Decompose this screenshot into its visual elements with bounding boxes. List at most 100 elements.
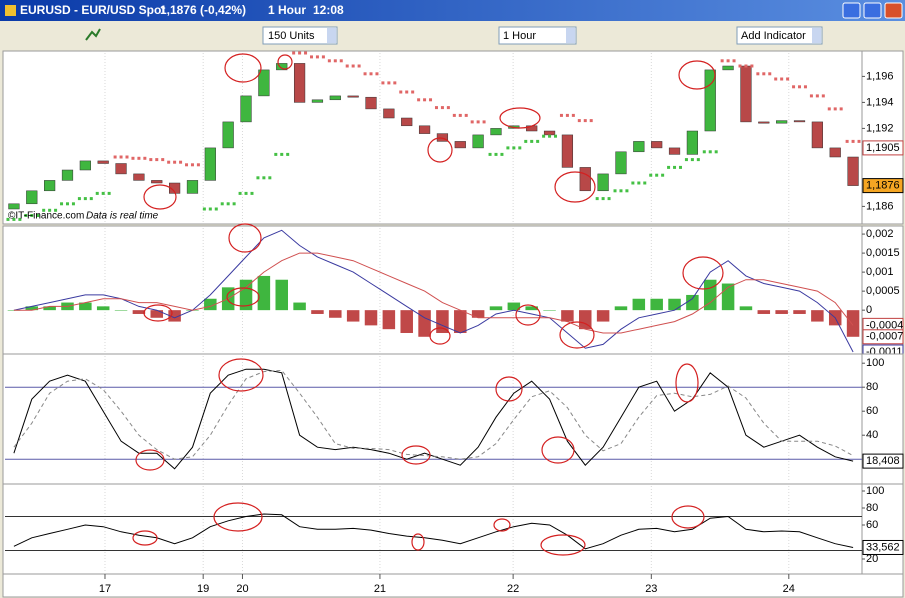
indicator-line [13, 513, 854, 550]
sar-dot [399, 90, 403, 94]
histogram-bar [668, 298, 681, 311]
sar-dot [732, 59, 736, 63]
watermark-source: ©IT-Finance.com [8, 211, 84, 222]
draw-tool-icon[interactable] [85, 28, 101, 41]
toolbar: 150 Units 1 Hour Add Indicator [0, 21, 905, 48]
histogram-bar [596, 310, 610, 322]
sar-dot [809, 94, 813, 98]
value-marker [862, 539, 904, 555]
circle-mark [143, 184, 177, 210]
y-tick-label: 100 [866, 485, 884, 497]
candle [115, 163, 127, 175]
histogram-bar [846, 310, 860, 337]
x-tick-label: 17 [99, 583, 111, 595]
plots: 1,196 1,194 1,192 1,186 1,1905 1,1876 0,002 0,0… [2, 50, 904, 598]
minimize-button[interactable] [842, 2, 861, 19]
circle-mark [493, 518, 511, 532]
sar-dot [500, 152, 504, 156]
histogram-bar [168, 310, 181, 322]
sar-dot [583, 119, 587, 123]
sar-dot [89, 197, 93, 201]
y-tick-label: 1,196 [866, 70, 894, 82]
candle [847, 156, 859, 186]
watermark-note: Data is real time [86, 211, 159, 222]
value-marker-label: 33,562 [866, 541, 900, 553]
sar-dot [226, 202, 230, 206]
sar-dot [244, 191, 248, 195]
candle [258, 69, 270, 97]
maximize-button[interactable] [863, 2, 882, 19]
candle [472, 134, 484, 149]
indicator-line [13, 252, 854, 334]
sar-dot [393, 81, 397, 85]
sar-dot [190, 163, 194, 167]
sar-dot [54, 208, 58, 212]
sar-dot [214, 207, 218, 211]
value-marker [862, 140, 904, 156]
y-tick-label: 60 [866, 519, 878, 531]
sar-dot [458, 113, 462, 117]
histogram-bar [293, 302, 306, 311]
sar-dot [506, 146, 510, 150]
circle-mark [495, 376, 523, 402]
sar-dot [714, 150, 718, 154]
interval-select-text: 1 Hour [503, 30, 536, 42]
window-time: 12:08 [313, 3, 344, 17]
histogram-bar [239, 279, 253, 311]
sar-dot [857, 139, 861, 143]
sar-dot [65, 202, 69, 206]
histogram-bar [793, 310, 806, 314]
candle [8, 203, 20, 210]
sar-dot [250, 191, 254, 195]
sar-dot [369, 72, 373, 76]
candle [401, 117, 413, 127]
units-arrow[interactable] [327, 28, 336, 43]
sar-dot [309, 55, 313, 59]
histogram-bar [257, 275, 271, 311]
close-button[interactable] [884, 2, 903, 19]
sar-dot [411, 90, 415, 94]
sar-dot [137, 156, 141, 160]
circle-mark [427, 137, 453, 163]
histogram-bar [114, 310, 128, 311]
circle-mark [682, 256, 724, 290]
histogram-bar [329, 310, 342, 318]
sar-dot [690, 158, 694, 162]
histogram-bar [454, 310, 467, 333]
sar-dot [720, 59, 724, 63]
indicator-select[interactable] [736, 26, 823, 45]
sar-dot [304, 51, 308, 55]
histogram-bar [489, 306, 503, 311]
sar-dot [446, 106, 450, 110]
candle [418, 125, 431, 134]
sar-dot [815, 94, 819, 98]
sar-dot [792, 85, 796, 89]
sar-dot [571, 113, 575, 117]
candle [793, 120, 806, 123]
histogram-bar [400, 310, 413, 333]
annotations [132, 53, 724, 556]
circle-mark [671, 505, 705, 529]
sar-dot [220, 202, 224, 206]
sar-dot [143, 156, 147, 160]
sar-dot [77, 197, 81, 201]
circle-mark [554, 171, 596, 203]
sar-dot [262, 176, 266, 180]
interval-select[interactable] [498, 26, 577, 45]
histogram-bar [96, 306, 110, 311]
sar-dot [268, 176, 272, 180]
indicator-arrow[interactable] [812, 28, 821, 43]
y-tick-label: 0,0015 [866, 247, 900, 259]
x-tick-label: 22 [507, 583, 519, 595]
sar-dot [565, 113, 569, 117]
window-interval: 1 Hour [268, 3, 306, 17]
sar-dot [494, 152, 498, 156]
app-icon [5, 5, 16, 16]
units-select[interactable] [262, 26, 338, 45]
histogram-bar [364, 310, 378, 326]
sar-dot [405, 90, 409, 94]
interval-arrow[interactable] [566, 28, 575, 43]
histogram-bar [507, 302, 521, 311]
sar-dot [6, 217, 10, 221]
window-title: EURUSD - EUR/USD Spot [20, 3, 165, 17]
